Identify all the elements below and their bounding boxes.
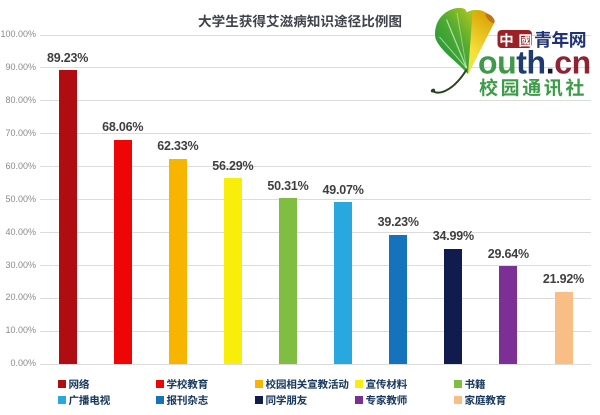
svg-text:u: u [497,45,517,81]
svg-text:o: o [478,45,498,81]
svg-text:n: n [572,45,592,81]
svg-text:h: h [527,45,547,81]
svg-text:c: c [554,45,572,81]
svg-text:t: t [516,45,527,81]
svg-text:.: . [546,45,555,81]
